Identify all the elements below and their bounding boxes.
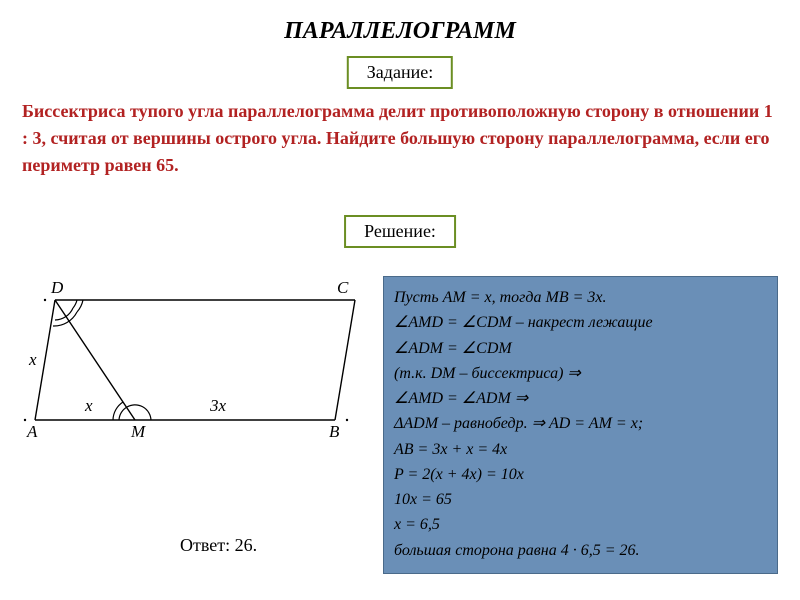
solution-line: (т.к. DM – биссектриса) ⇒	[394, 361, 767, 386]
solution-box: Пусть AM = x, тогда MB = 3x. ∠AMD = ∠CDM…	[383, 276, 778, 574]
segment-x-bottom-label: x	[85, 396, 93, 416]
solution-line: P = 2(x + 4x) = 10x	[394, 462, 767, 487]
vertex-B-label: B	[329, 422, 339, 442]
solution-line: ∠AMD = ∠CDM – накрест лежащие	[394, 310, 767, 335]
solution-line: x = 6,5	[394, 512, 767, 537]
page-title: ПАРАЛЛЕЛОГРАММ	[0, 0, 800, 45]
solution-line: ΔADM – равнобедр. ⇒ AD = AM = x;	[394, 411, 767, 436]
answer-text: Ответ: 26.	[180, 535, 257, 556]
solution-line: Пусть AM = x, тогда MB = 3x.	[394, 285, 767, 310]
solution-line: ∠AMD = ∠ADM ⇒	[394, 386, 767, 411]
solution-line: ∠ADM = ∠CDM	[394, 336, 767, 361]
vertex-C-label: C	[337, 278, 348, 298]
point-M-label: M	[131, 422, 145, 442]
solution-label-box: Решение:	[344, 215, 456, 248]
geometry-diagram: D C A B M x x 3x	[15, 280, 365, 450]
vertex-A-label: A	[27, 422, 37, 442]
side-x-left-label: x	[29, 350, 37, 370]
problem-statement: Биссектриса тупого угла параллелограмма …	[22, 98, 778, 179]
task-label-box: Задание:	[347, 56, 453, 89]
solution-line: большая сторона равна 4 · 6,5 = 26.	[394, 538, 767, 563]
solution-line: AB = 3x + x = 4x	[394, 437, 767, 462]
diagram-svg	[15, 280, 365, 450]
segment-3x-label: 3x	[210, 396, 226, 416]
vertex-D-label: D	[51, 278, 63, 298]
solution-line: 10x = 65	[394, 487, 767, 512]
